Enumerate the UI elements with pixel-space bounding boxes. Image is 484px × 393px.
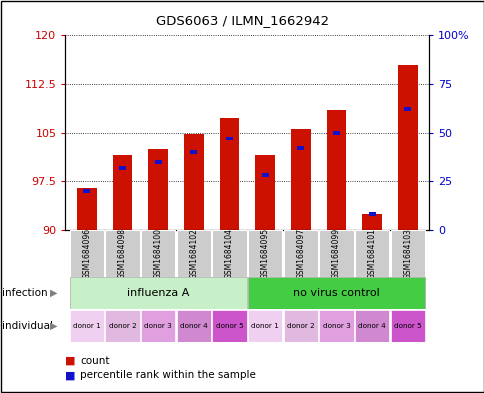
Text: donor 1: donor 1 xyxy=(251,323,278,329)
Text: donor 5: donor 5 xyxy=(393,323,421,329)
Text: GSM1684103: GSM1684103 xyxy=(403,228,411,279)
Text: GSM1684096: GSM1684096 xyxy=(82,228,91,279)
Bar xyxy=(261,173,268,177)
Text: donor 4: donor 4 xyxy=(180,323,207,329)
Bar xyxy=(70,230,104,277)
Text: donor 5: donor 5 xyxy=(215,323,243,329)
Text: donor 4: donor 4 xyxy=(358,323,385,329)
Bar xyxy=(319,230,353,277)
Bar xyxy=(212,310,246,342)
Text: ■: ■ xyxy=(65,356,76,366)
Bar xyxy=(70,277,246,309)
Text: individual: individual xyxy=(2,321,53,331)
Text: donor 3: donor 3 xyxy=(144,323,172,329)
Bar xyxy=(83,189,90,193)
Text: infection: infection xyxy=(2,288,48,298)
Bar xyxy=(362,214,381,230)
Text: GSM1684099: GSM1684099 xyxy=(332,228,340,279)
Text: ■: ■ xyxy=(65,370,76,380)
Bar xyxy=(368,212,375,216)
Text: donor 2: donor 2 xyxy=(108,323,136,329)
Bar xyxy=(141,230,175,277)
Text: GSM1684101: GSM1684101 xyxy=(367,228,376,279)
Bar xyxy=(404,107,410,111)
Bar xyxy=(183,134,203,230)
Text: ▶: ▶ xyxy=(50,321,57,331)
Text: GSM1684097: GSM1684097 xyxy=(296,228,305,279)
Text: GSM1684100: GSM1684100 xyxy=(153,228,162,279)
Bar xyxy=(247,310,282,342)
Bar xyxy=(283,230,318,277)
Bar xyxy=(390,230,424,277)
Bar xyxy=(212,230,246,277)
Bar xyxy=(219,118,239,230)
Bar xyxy=(290,129,310,230)
Text: percentile rank within the sample: percentile rank within the sample xyxy=(80,370,256,380)
Bar xyxy=(176,310,211,342)
Bar xyxy=(154,160,161,164)
Text: ▶: ▶ xyxy=(50,288,57,298)
Bar xyxy=(105,230,139,277)
Text: donor 1: donor 1 xyxy=(73,323,101,329)
Bar xyxy=(319,310,353,342)
Bar xyxy=(105,310,139,342)
Text: GSM1684104: GSM1684104 xyxy=(225,228,234,279)
Bar xyxy=(70,310,104,342)
Text: donor 3: donor 3 xyxy=(322,323,349,329)
Bar xyxy=(390,310,424,342)
Bar xyxy=(247,277,424,309)
Bar xyxy=(141,310,175,342)
Bar xyxy=(354,230,389,277)
Bar xyxy=(255,155,274,230)
Bar xyxy=(112,155,132,230)
Bar xyxy=(148,149,167,230)
Bar xyxy=(333,131,339,134)
Bar xyxy=(190,150,197,154)
Bar xyxy=(283,310,318,342)
Bar xyxy=(247,230,282,277)
Text: GDS6063 / ILMN_1662942: GDS6063 / ILMN_1662942 xyxy=(156,14,328,27)
Bar xyxy=(226,136,232,140)
Bar xyxy=(326,110,346,230)
Bar xyxy=(176,230,211,277)
Bar xyxy=(77,188,96,230)
Text: GSM1684098: GSM1684098 xyxy=(118,228,127,279)
Text: GSM1684095: GSM1684095 xyxy=(260,228,269,279)
Bar xyxy=(119,166,126,170)
Text: no virus control: no virus control xyxy=(292,288,379,298)
Text: GSM1684102: GSM1684102 xyxy=(189,228,198,279)
Bar xyxy=(397,64,417,230)
Text: donor 2: donor 2 xyxy=(287,323,314,329)
Bar xyxy=(297,146,303,150)
Bar xyxy=(354,310,389,342)
Text: influenza A: influenza A xyxy=(127,288,189,298)
Text: count: count xyxy=(80,356,109,366)
